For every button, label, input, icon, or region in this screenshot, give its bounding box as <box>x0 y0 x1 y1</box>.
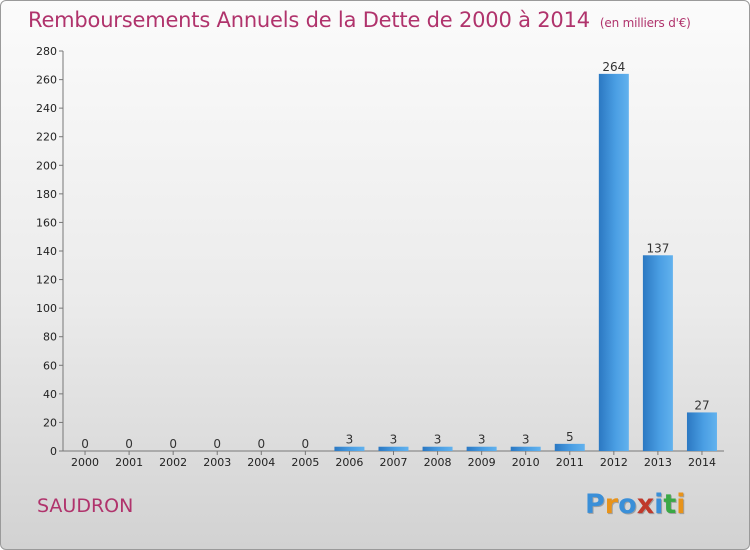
bar-value-label: 3 <box>346 433 354 447</box>
logo-letter: r <box>604 489 619 520</box>
bars <box>334 73 717 451</box>
y-tick-label: 0 <box>50 445 57 458</box>
bar-value-label: 0 <box>302 437 310 451</box>
y-tick-label: 140 <box>36 245 57 258</box>
y-tick-label: 180 <box>36 188 57 201</box>
bar-value-label: 0 <box>81 437 89 451</box>
y-tick-label: 60 <box>43 359 57 372</box>
chart-unit: (en milliers d'€) <box>599 16 691 30</box>
bar <box>598 73 629 451</box>
x-tick-label: 2013 <box>644 456 672 469</box>
bar <box>466 446 497 451</box>
bar-value-label: 3 <box>522 433 530 447</box>
commune-name: SAUDRON <box>37 495 134 517</box>
x-tick-label: 2014 <box>688 456 716 469</box>
axes: 0 20 40 60 80 100 120 140 160 180 200 220 240 260 280 2… <box>36 45 724 469</box>
y-tick-label: 200 <box>36 159 57 172</box>
bar-value-label: 0 <box>169 437 177 451</box>
x-tick-label: 2012 <box>600 456 628 469</box>
x-tick-label: 2001 <box>115 456 143 469</box>
y-tick-label: 160 <box>36 216 57 229</box>
value-labels: 0 0 0 0 0 0 3 3 3 3 3 5 264 137 27 <box>81 60 709 451</box>
bar <box>422 446 453 451</box>
bar-value-label: 0 <box>125 437 133 451</box>
bar-value-label: 5 <box>566 430 574 444</box>
bar <box>686 412 717 451</box>
logo-letter: i <box>676 489 686 520</box>
y-tick-label: 100 <box>36 302 57 315</box>
bar <box>378 446 409 451</box>
logo-letter: P <box>585 489 605 520</box>
bar-value-label: 0 <box>257 437 265 451</box>
logo-letter: x <box>636 489 655 520</box>
y-tick-label: 260 <box>36 74 57 87</box>
chart-title-text: Remboursements Annuels de la Dette de 20… <box>28 8 590 32</box>
y-tick-label: 280 <box>36 45 57 58</box>
bar <box>642 255 673 451</box>
bar <box>334 446 365 451</box>
proxiti-logo: Proxiti <box>585 489 686 520</box>
bar-value-label: 0 <box>213 437 221 451</box>
y-tick-label: 120 <box>36 274 57 287</box>
chart-title: Remboursements Annuels de la Dette de 20… <box>28 8 691 32</box>
bar-value-label: 3 <box>434 433 442 447</box>
y-tick-label: 220 <box>36 131 57 144</box>
bar-value-label: 137 <box>646 241 669 255</box>
y-tick-label: 80 <box>43 331 57 344</box>
x-tick-label: 2003 <box>203 456 231 469</box>
y-tick-label: 20 <box>43 416 57 429</box>
y-tick-label: 240 <box>36 102 57 115</box>
x-tick-label: 2000 <box>71 456 99 469</box>
x-tick-label: 2002 <box>159 456 187 469</box>
bar-value-label: 27 <box>694 398 709 412</box>
bar-value-label: 264 <box>602 60 625 74</box>
x-tick-label: 2006 <box>335 456 363 469</box>
x-tick-label: 2005 <box>291 456 319 469</box>
x-tick-label: 2008 <box>424 456 452 469</box>
x-tick-label: 2009 <box>468 456 496 469</box>
x-tick-label: 2010 <box>512 456 540 469</box>
bar-value-label: 3 <box>478 433 486 447</box>
x-tick-label: 2007 <box>380 456 408 469</box>
x-tick-label: 2004 <box>247 456 275 469</box>
y-tick-label: 40 <box>43 388 57 401</box>
logo-letter: o <box>618 489 637 520</box>
bar-value-label: 3 <box>390 433 398 447</box>
bar <box>554 443 585 451</box>
logo-letter: i <box>654 489 664 520</box>
bar <box>510 446 541 451</box>
logo-letter: t <box>663 489 677 520</box>
x-tick-label: 2011 <box>556 456 584 469</box>
